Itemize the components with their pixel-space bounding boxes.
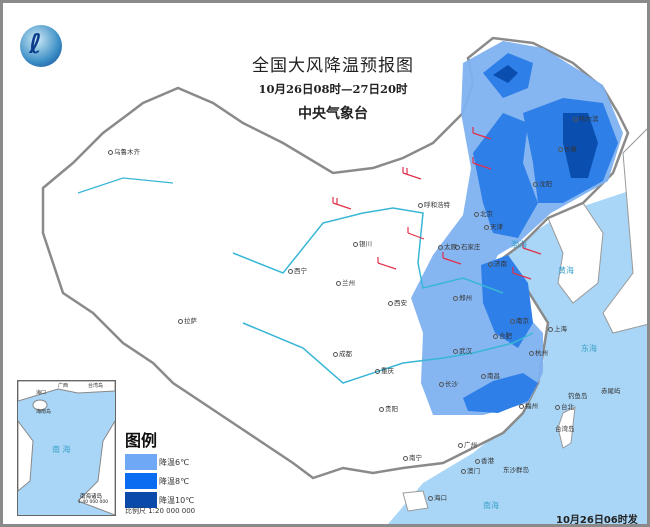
sea-label: 黄海 xyxy=(558,266,574,275)
sea-label: 渤海 xyxy=(511,240,527,249)
city-label: 香港 xyxy=(475,455,494,465)
legend-item: 降温6℃ xyxy=(125,454,194,470)
inset-sea-label: 南 海 xyxy=(52,445,71,454)
legend-swatch xyxy=(125,454,157,470)
forecast-period: 10月26日08时—27日20时 xyxy=(258,82,408,96)
title-block: 全国大风降温预报图 10月26日08时—27日20时 中央气象台 xyxy=(233,51,433,123)
inset-label: 海南岛 xyxy=(36,409,52,415)
island-label: 钓鱼岛 xyxy=(568,392,588,400)
city-label: 贵阳 xyxy=(379,403,398,413)
inset-hainan xyxy=(32,399,48,411)
sea-label: 南海 xyxy=(483,501,499,510)
inset-label: 广西 xyxy=(58,383,69,389)
city-label: 济南 xyxy=(488,258,507,268)
city-label: 郑州 xyxy=(453,292,472,302)
yellow-river xyxy=(232,207,504,294)
city-label: 南宁 xyxy=(403,452,422,462)
city-label: 广州 xyxy=(458,439,477,449)
city-label: 哈尔滨 xyxy=(573,113,599,123)
city-label: 杭州 xyxy=(529,347,548,357)
city-label: 石家庄 xyxy=(455,241,481,251)
city-label: 南京 xyxy=(510,315,529,325)
map-canvas xyxy=(3,3,647,524)
sea-label: 东海 xyxy=(581,344,597,353)
legend-swatch xyxy=(125,492,157,508)
city-label: 西宁 xyxy=(288,265,307,275)
tarim-river xyxy=(77,177,174,194)
issuer: 中央气象台 xyxy=(298,106,368,122)
korea-peninsula xyxy=(547,202,604,304)
legend-swatch xyxy=(125,473,157,489)
inset-land-east xyxy=(77,420,115,515)
yangtze-river xyxy=(242,322,534,384)
city-label: 天津 xyxy=(484,221,503,231)
issue-time: 10月26日06时发布 xyxy=(556,515,638,526)
city-label: 银川 xyxy=(353,238,372,248)
city-label: 呼和浩特 xyxy=(418,199,450,209)
city-label: 台北 xyxy=(555,401,574,411)
city-label: 海口 xyxy=(428,492,447,502)
legend-label: 降温10℃ xyxy=(159,495,195,505)
city-label: 乌鲁木齐 xyxy=(108,146,140,156)
city-label: 澳门 xyxy=(461,465,480,475)
inset-label: 台湾岛 xyxy=(88,383,104,389)
city-label: 合肥 xyxy=(493,330,512,340)
city-label: 南昌 xyxy=(481,370,500,380)
city-label: 长沙 xyxy=(439,378,458,388)
city-label: 沈阳 xyxy=(533,178,552,188)
cma-logo: ℓ xyxy=(20,25,62,67)
inset-land xyxy=(18,381,115,402)
hainan xyxy=(402,490,429,512)
city-label: 西安 xyxy=(388,297,407,307)
inset-title: 南海诸岛 xyxy=(80,494,103,500)
city-label: 太原 xyxy=(438,241,457,251)
city-label: 上海 xyxy=(548,323,567,333)
cooling-8c-area-north xyxy=(473,113,538,238)
city-label: 北京 xyxy=(474,208,493,218)
city-label: 成都 xyxy=(333,348,352,358)
city-label: 拉萨 xyxy=(178,315,197,325)
inset-map xyxy=(18,381,115,515)
city-label: 重庆 xyxy=(375,365,394,375)
island-label: 台湾岛 xyxy=(555,425,575,433)
island-label: 东沙群岛 xyxy=(503,466,529,474)
inset-scale: 1:40 000 000 xyxy=(78,500,109,505)
city-label: 福州 xyxy=(519,400,538,410)
inset-label: 海口 xyxy=(36,390,47,396)
legend-item: 降温10℃ xyxy=(125,492,194,508)
south-china-sea-inset: 海口 海南岛 广西 台湾岛 南 海 南海诸岛 1:40 000 000 xyxy=(17,380,116,516)
japan xyxy=(602,128,647,334)
map-scale: 比例尺 1:20 000 000 xyxy=(125,507,196,515)
legend-label: 降温6℃ xyxy=(159,457,190,467)
island-label: 赤尾屿 xyxy=(601,387,621,395)
city-label: 兰州 xyxy=(336,277,355,287)
city-label: 长春 xyxy=(558,143,577,153)
city-label: 武汉 xyxy=(453,345,472,355)
cooling-10c-area xyxy=(563,113,598,178)
legend-item: 降温8℃ xyxy=(125,473,194,489)
legend-label: 降温8℃ xyxy=(159,476,190,486)
logo-glyph: ℓ xyxy=(29,29,42,60)
cooling-10c-area-top xyxy=(493,65,518,83)
legend: 图例 降温6℃ 降温8℃ 降温10℃ xyxy=(125,427,194,508)
inset-land-west xyxy=(18,420,34,492)
map-title: 全国大风降温预报图 xyxy=(252,56,414,76)
wind-barbs xyxy=(332,127,542,280)
legend-title: 图例 xyxy=(125,431,158,450)
